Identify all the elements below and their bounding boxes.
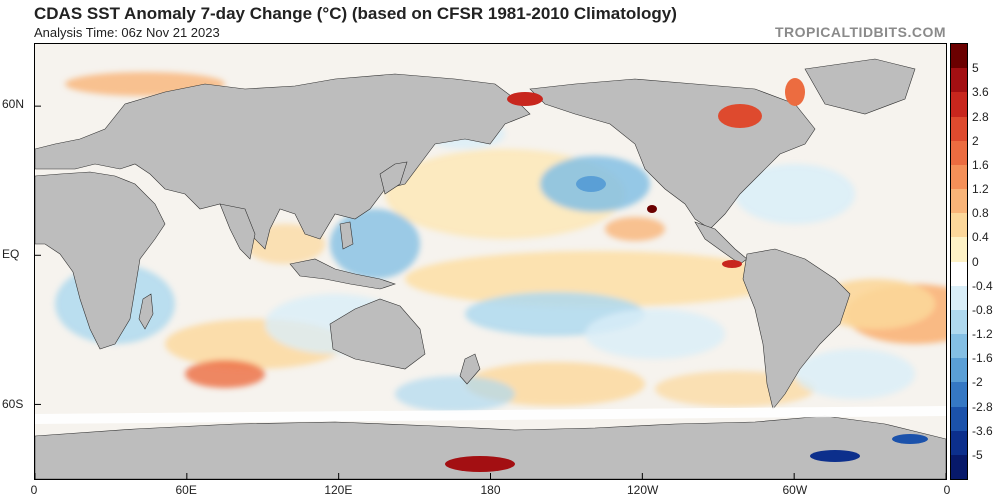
map-canvas (35, 44, 946, 479)
color-scale-segment (951, 334, 967, 359)
color-scale-label: -2 (972, 375, 983, 390)
color-scale-label: 2.8 (972, 109, 989, 124)
longitude-label: 60W (782, 483, 808, 497)
south-america-land (742, 248, 851, 410)
indonesia-land (289, 258, 396, 290)
color-scale-segment (951, 285, 967, 311)
color-scale-segment (951, 358, 967, 383)
latitude-label: 60N (2, 97, 25, 112)
color-scale-label: 0.4 (972, 230, 989, 245)
color-scale-label: 5 (972, 61, 979, 76)
longitude-label: 0 (943, 483, 951, 497)
land-masses (35, 58, 946, 479)
central-america-land (694, 221, 748, 265)
antarctica-land (35, 415, 946, 479)
sst-anomaly-map[interactable] (34, 43, 947, 480)
longitude-label: 180 (480, 483, 501, 497)
map-grid-ticks (35, 105, 946, 479)
color-scale-segment (951, 430, 967, 456)
longitude-label: 120W (626, 483, 659, 497)
color-scale-segment (951, 406, 967, 432)
color-scale-label: 1.6 (972, 157, 989, 172)
longitude-label: 60E (175, 483, 197, 497)
color-scale-segment (951, 261, 967, 287)
color-scale-segment (951, 92, 967, 117)
color-scale-label: -1.2 (972, 327, 993, 341)
japan-land (379, 161, 408, 195)
color-scale-label: 0.8 (972, 206, 989, 221)
color-scale-segment (951, 213, 967, 238)
color-scale-segment (951, 454, 967, 480)
color-scale-label: -5 (972, 447, 983, 462)
sea-ice-band (35, 406, 946, 424)
color-scale-segment (951, 237, 967, 262)
brand-watermark[interactable]: TROPICALTIDBITS.COM (774, 24, 946, 40)
color-scale-segment (951, 116, 967, 142)
color-scale-segment (951, 140, 967, 166)
color-scale-label: 2 (972, 133, 979, 148)
philippines-land (339, 221, 354, 250)
color-scale-segment (951, 189, 967, 214)
color-scale-segment (951, 309, 967, 335)
color-scale-label: -1.6 (972, 351, 993, 366)
color-scale-segment (951, 382, 967, 407)
greenland-land (804, 58, 916, 115)
color-scale-label: 3.6 (972, 85, 989, 100)
color-scale-label: 0 (972, 254, 979, 269)
latitude-label: 60S (2, 397, 24, 412)
color-scale-label: -0.4 (972, 278, 993, 293)
color-scale-segment (951, 164, 967, 190)
color-scale-label: 1.2 (972, 182, 989, 196)
longitude-label: 120E (324, 483, 353, 497)
madagascar-land (138, 293, 154, 330)
longitude-label: 0 (30, 483, 38, 497)
africa-land (35, 171, 166, 350)
map-title: CDAS SST Anomaly 7-day Change (°C) (base… (34, 4, 677, 23)
color-scale-bar (950, 43, 968, 480)
eurasia-land (35, 73, 531, 250)
color-scale-segment (951, 68, 967, 93)
color-scale-label: -3.6 (972, 423, 993, 438)
australia-land (329, 298, 426, 370)
latitude-label: EQ (2, 247, 20, 262)
strong-anomaly-spots (445, 78, 928, 472)
color-scale-segment (951, 44, 967, 69)
color-scale-label: -2.8 (972, 399, 993, 414)
india-land (219, 203, 256, 260)
new-zealand-land (459, 353, 481, 385)
color-scale-label: -0.8 (972, 302, 993, 317)
analysis-time: Analysis Time: 06z Nov 21 2023 (34, 25, 220, 40)
